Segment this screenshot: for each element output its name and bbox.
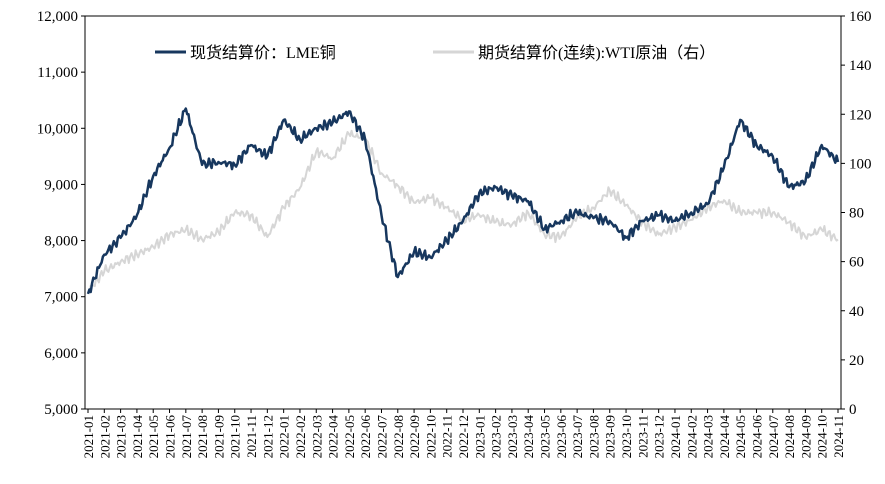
- right-tick-label: 80: [849, 206, 864, 222]
- x-tick-label: 2022-01: [277, 415, 292, 458]
- x-tick-label: 2021-10: [228, 415, 243, 458]
- x-tick-label: 2023-07: [570, 415, 585, 459]
- x-tick-label: 2022-04: [326, 415, 341, 459]
- x-tick-label: 2022-07: [374, 415, 389, 459]
- left-tick-label: 7,000: [44, 290, 78, 306]
- x-tick-label: 2021-12: [260, 415, 275, 458]
- x-tick-label: 2023-08: [586, 415, 601, 458]
- legend: 现货结算价：LME铜 期货结算价(连续):WTI原油（右）: [155, 43, 715, 62]
- x-tick-label: 2022-10: [423, 415, 438, 458]
- x-tick-label: 2021-07: [179, 415, 194, 459]
- x-tick-label: 2024-05: [733, 415, 748, 458]
- x-tick-label: 2024-04: [717, 415, 732, 459]
- x-tick-label: 2024-02: [684, 415, 699, 458]
- right-tick-label: 20: [849, 353, 864, 369]
- right-tick-label: 0: [849, 402, 857, 418]
- legend-label-wti-oil: 期货结算价(连续):WTI原油（右）: [478, 43, 715, 62]
- x-tick-label: 2022-12: [456, 415, 471, 458]
- x-tick-label: 2022-03: [309, 415, 324, 458]
- left-tick-label: 12,000: [37, 9, 78, 25]
- x-tick-label: 2022-05: [342, 415, 357, 458]
- x-tick-label: 2022-08: [391, 415, 406, 458]
- x-tick-label: 2021-01: [81, 415, 96, 458]
- right-tick-label: 100: [849, 156, 872, 172]
- x-tick-label: 2021-02: [97, 415, 112, 458]
- series-lines: [86, 107, 840, 295]
- x-tick-label: 2024-06: [749, 415, 764, 459]
- x-tick-label: 2024-03: [701, 415, 716, 458]
- x-tick-label: 2021-03: [114, 415, 129, 458]
- x-tick-label: 2021-08: [195, 415, 210, 458]
- left-axis: 5,000 6,000 7,000 8,000 9,000 10,000 11,000 12,…: [37, 9, 85, 418]
- legend-label-lme-copper: 现货结算价：LME铜: [190, 43, 336, 62]
- left-tick-label: 8,000: [44, 234, 78, 250]
- x-tick-label: 2024-10: [815, 415, 830, 458]
- x-tick-label: 2024-08: [782, 415, 797, 458]
- x-tick-label: 2023-02: [489, 415, 504, 458]
- x-tick-label: 2023-03: [505, 415, 520, 458]
- left-tick-label: 6,000: [44, 346, 78, 362]
- x-tick-label: 2023-01: [472, 415, 487, 458]
- x-tick-label: 2023-10: [619, 415, 634, 458]
- x-tick-label: 2024-07: [766, 415, 781, 459]
- right-tick-label: 40: [849, 304, 864, 320]
- left-tick-label: 9,000: [44, 177, 78, 193]
- x-tick-label: 2023-04: [521, 415, 536, 459]
- left-tick-label: 5,000: [44, 402, 78, 418]
- left-tick-label: 11,000: [37, 65, 78, 81]
- x-tick-label: 2021-11: [244, 415, 259, 458]
- x-tick-label: 2021-04: [130, 415, 145, 459]
- plot-frame: [84, 15, 842, 410]
- right-tick-label: 120: [849, 107, 872, 123]
- x-tick-label: 2024-11: [831, 415, 846, 458]
- right-tick-label: 60: [849, 255, 864, 271]
- left-tick-label: 10,000: [37, 121, 78, 137]
- x-tick-label: 2021-09: [211, 415, 226, 458]
- right-tick-label: 160: [849, 9, 872, 25]
- x-tick-label: 2021-06: [163, 415, 178, 459]
- right-tick-label: 140: [849, 58, 872, 74]
- x-tick-label: 2023-05: [538, 415, 553, 458]
- x-tick-label: 2023-11: [635, 415, 650, 458]
- x-tick-label: 2022-06: [358, 415, 373, 459]
- x-tick-label: 2022-11: [440, 415, 455, 458]
- x-tick-label: 2022-09: [407, 415, 422, 458]
- x-tick-label: 2022-02: [293, 415, 308, 458]
- x-tick-label: 2023-12: [652, 415, 667, 458]
- x-tick-label: 2021-05: [146, 415, 161, 458]
- x-axis: 2021-01 2021-02 2021-03 2021-04 2021-05 2021-…: [81, 409, 846, 458]
- x-tick-label: 2023-06: [554, 415, 569, 459]
- x-tick-label: 2024-01: [668, 415, 683, 458]
- x-tick-label: 2023-09: [603, 415, 618, 458]
- x-tick-label: 2024-09: [798, 415, 813, 458]
- right-axis: 0 20 40 60 80 100 120 140 160: [841, 9, 872, 418]
- series-line-lme-copper: [86, 107, 840, 295]
